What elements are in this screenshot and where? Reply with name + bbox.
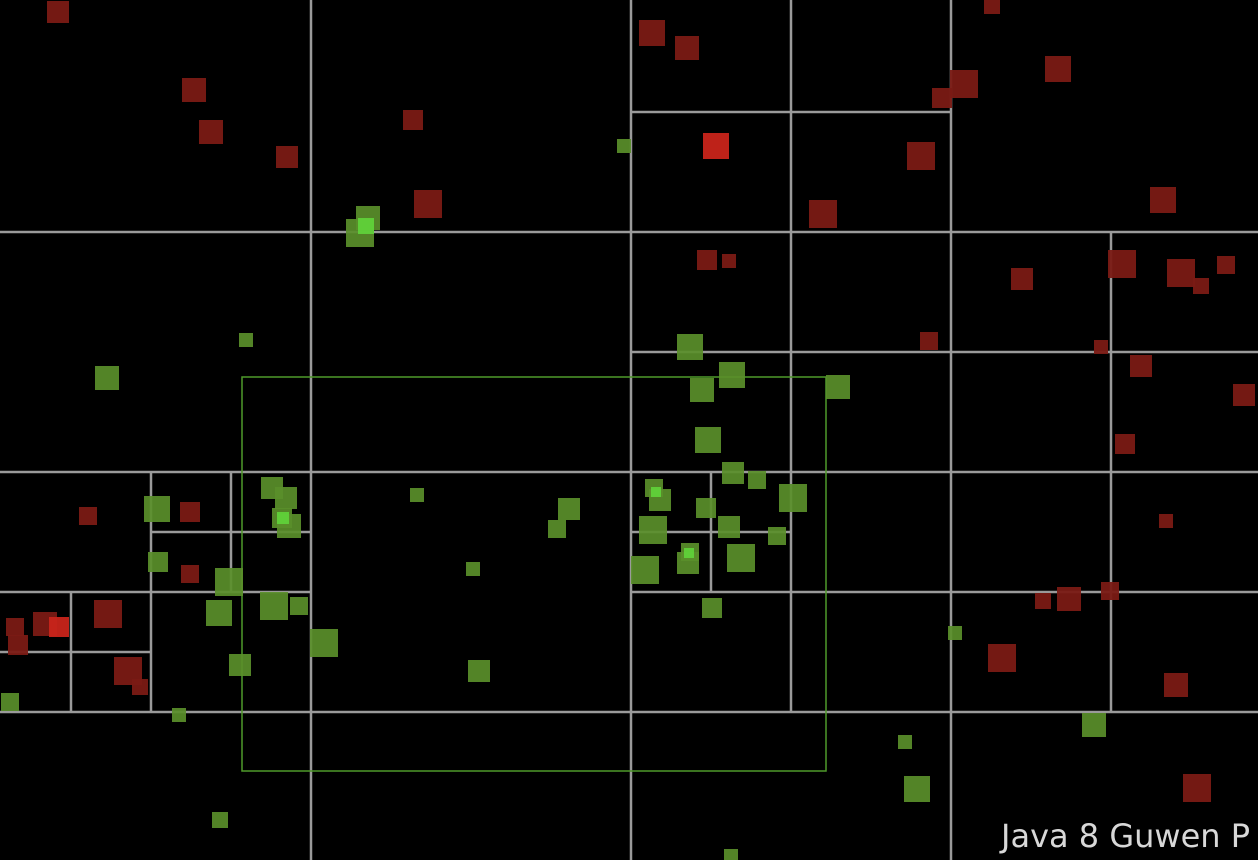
point-inside-query xyxy=(695,427,721,453)
point-outside-query xyxy=(1108,250,1136,278)
point-outside-query xyxy=(47,1,69,23)
point-inside-query xyxy=(727,544,755,572)
point-inside-query xyxy=(718,516,740,538)
point-outside-query xyxy=(181,565,199,583)
point-inside-query xyxy=(696,498,716,518)
point-inside-query xyxy=(466,562,480,576)
point-inside-query xyxy=(690,378,714,402)
point-inside-query xyxy=(748,471,766,489)
point-inside-query xyxy=(779,484,807,512)
point-inside-query xyxy=(310,629,338,657)
point-inside-query xyxy=(206,600,232,626)
point-inside-query xyxy=(631,556,659,584)
point-outside-query xyxy=(1057,587,1081,611)
point-outside-query xyxy=(1164,673,1188,697)
point-inside-query xyxy=(677,334,703,360)
point-outside-query xyxy=(809,200,837,228)
point-inside-query xyxy=(548,520,566,538)
point-outside-query xyxy=(988,644,1016,672)
point-inside-query-highlight xyxy=(277,512,289,524)
point-inside-query xyxy=(172,708,186,722)
point-inside-query xyxy=(719,362,745,388)
point-outside-query xyxy=(8,635,28,655)
point-outside-query xyxy=(1193,278,1209,294)
point-outside-query xyxy=(132,679,148,695)
point-outside-query xyxy=(920,332,938,350)
point-outside-query xyxy=(697,250,717,270)
point-inside-query xyxy=(722,462,744,484)
point-outside-query xyxy=(932,88,952,108)
point-outside-query xyxy=(1167,259,1195,287)
point-outside-query xyxy=(1011,268,1033,290)
point-outside-query xyxy=(1101,582,1119,600)
point-outside-query xyxy=(94,600,122,628)
point-inside-query xyxy=(148,552,168,572)
point-inside-query xyxy=(410,488,424,502)
point-outside-query xyxy=(984,0,1000,14)
point-inside-query xyxy=(215,568,243,596)
point-inside-query xyxy=(724,849,738,860)
point-outside-query xyxy=(1094,340,1108,354)
point-outside-query xyxy=(1150,187,1176,213)
point-inside-query xyxy=(290,597,308,615)
point-inside-query xyxy=(904,776,930,802)
point-inside-query xyxy=(239,333,253,347)
point-outside-query xyxy=(79,507,97,525)
point-outside-query xyxy=(276,146,298,168)
point-inside-query xyxy=(1082,713,1106,737)
point-outside-query xyxy=(675,36,699,60)
point-outside-query-highlight xyxy=(703,133,729,159)
point-inside-query xyxy=(95,366,119,390)
point-inside-query xyxy=(826,375,850,399)
point-inside-query xyxy=(898,735,912,749)
point-outside-query xyxy=(180,502,200,522)
point-inside-query xyxy=(260,592,288,620)
point-outside-query xyxy=(1233,384,1255,406)
point-outside-query xyxy=(722,254,736,268)
point-inside-query xyxy=(702,598,722,618)
point-outside-query-highlight xyxy=(49,617,69,637)
point-outside-query xyxy=(403,110,423,130)
point-inside-query xyxy=(275,487,297,509)
point-outside-query xyxy=(6,618,24,636)
point-inside-query xyxy=(639,516,667,544)
point-inside-query xyxy=(468,660,490,682)
point-outside-query xyxy=(639,20,665,46)
point-inside-query xyxy=(617,139,631,153)
point-outside-query xyxy=(414,190,442,218)
point-inside-query-highlight xyxy=(684,548,694,558)
point-inside-query xyxy=(229,654,251,676)
point-inside-query xyxy=(212,812,228,828)
point-outside-query xyxy=(950,70,978,98)
point-outside-query xyxy=(1183,774,1211,802)
point-inside-query-highlight xyxy=(358,218,374,234)
point-inside-query-highlight xyxy=(651,487,661,497)
point-outside-query xyxy=(182,78,206,102)
point-inside-query xyxy=(768,527,786,545)
point-outside-query xyxy=(1159,514,1173,528)
point-outside-query xyxy=(1217,256,1235,274)
point-outside-query xyxy=(199,120,223,144)
point-outside-query xyxy=(1130,355,1152,377)
point-inside-query xyxy=(948,626,962,640)
point-outside-query xyxy=(1035,593,1051,609)
point-outside-query xyxy=(1045,56,1071,82)
point-outside-query xyxy=(1115,434,1135,454)
point-inside-query xyxy=(144,496,170,522)
point-inside-query xyxy=(558,498,580,520)
point-inside-query xyxy=(1,693,19,711)
point-outside-query xyxy=(907,142,935,170)
caption-label: Java 8 Guwen P xyxy=(1001,817,1250,855)
